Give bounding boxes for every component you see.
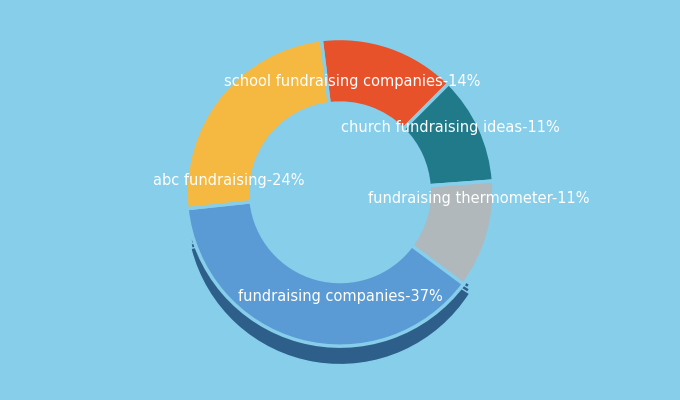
Wedge shape: [321, 38, 449, 129]
Wedge shape: [191, 224, 470, 355]
Wedge shape: [411, 181, 494, 284]
Wedge shape: [403, 84, 494, 186]
Text: fundraising companies-37%: fundraising companies-37%: [237, 290, 443, 304]
Text: fundraising thermometer-11%: fundraising thermometer-11%: [368, 191, 589, 206]
Text: school fundraising companies-14%: school fundraising companies-14%: [224, 74, 481, 89]
Wedge shape: [186, 40, 329, 208]
Wedge shape: [191, 228, 470, 360]
Circle shape: [251, 103, 429, 282]
Wedge shape: [191, 233, 470, 365]
Text: church fundraising ideas-11%: church fundraising ideas-11%: [341, 120, 560, 135]
Wedge shape: [187, 202, 464, 346]
Text: abc fundraising-24%: abc fundraising-24%: [154, 172, 305, 188]
